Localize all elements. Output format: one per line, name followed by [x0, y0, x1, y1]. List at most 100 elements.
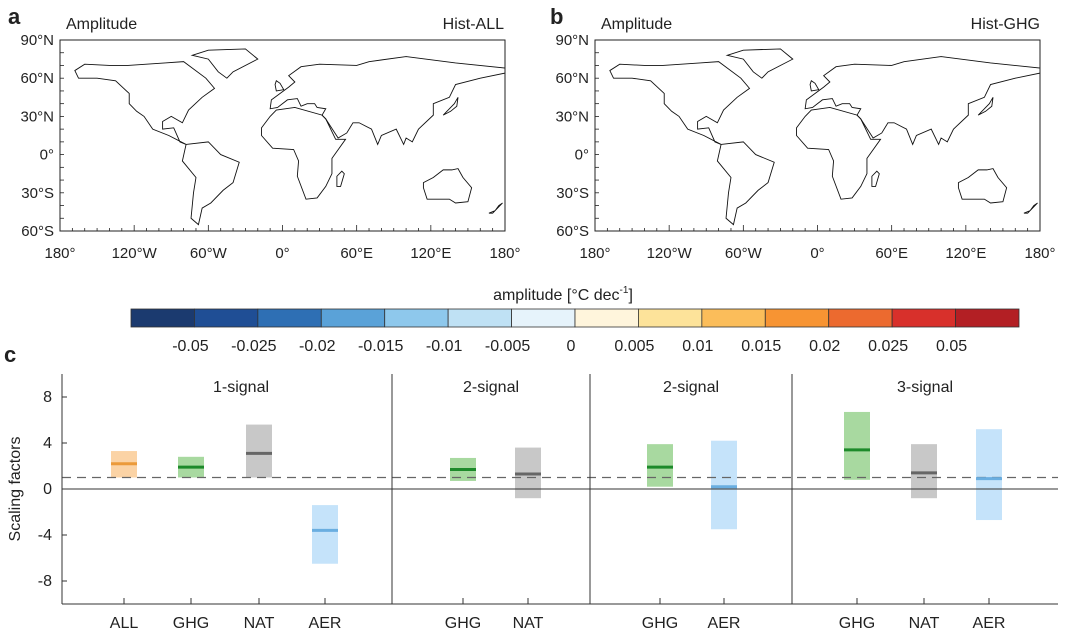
- y-tick-label: -4: [38, 527, 52, 544]
- colorbar-tick-label: -0.01: [426, 338, 463, 355]
- group-title: 1-signal: [213, 379, 269, 396]
- confidence-range-aer: [312, 505, 338, 564]
- coastline-north-america: [75, 62, 215, 145]
- x-tick-label: GHG: [839, 615, 875, 632]
- y-tick-label: -8: [38, 573, 52, 590]
- coastline-japan: [443, 97, 458, 115]
- lat-label: 30°N: [20, 108, 54, 125]
- coastline-south-america: [717, 142, 774, 225]
- coastline-new-zealand: [1024, 203, 1038, 213]
- coastline-uk: [810, 81, 819, 91]
- y-tick-label: 0: [43, 481, 52, 498]
- lon-label: 60°E: [340, 245, 373, 262]
- colorbar-swatch: [701, 308, 766, 328]
- lon-label: 120°W: [112, 245, 158, 262]
- map-panel-b: b Amplitude Hist-GHG 90°N 60°N 30°N 0° 30°S 6…: [550, 4, 1056, 262]
- coastline-madagascar: [337, 171, 344, 186]
- lat-label: 60°N: [20, 70, 54, 87]
- panel-title: Amplitude: [66, 16, 137, 33]
- colorbar-swatch: [130, 308, 195, 328]
- confidence-range-aer: [711, 440, 737, 530]
- lon-label: 0°: [810, 245, 824, 262]
- coastline-greenland: [727, 49, 793, 78]
- coastline-madagascar: [872, 171, 879, 186]
- colorbar-tick-label: 0.025: [868, 338, 908, 355]
- colorbar-swatch: [955, 308, 1020, 328]
- colorbar-swatch: [638, 308, 703, 328]
- map-frame-bg: [595, 40, 1040, 231]
- lat-label: 30°N: [555, 108, 589, 125]
- lat-label: 0°: [575, 147, 589, 164]
- y-tick-label: 8: [43, 389, 52, 406]
- panel-letter: c: [4, 342, 16, 367]
- coastline-greenland: [192, 49, 258, 78]
- confidence-range-ghg: [844, 411, 870, 480]
- colorbar-tick-label: 0.015: [741, 338, 781, 355]
- lat-label: 60°S: [21, 223, 54, 240]
- colorbar-swatch: [574, 308, 639, 328]
- colorbar-tick-label: 0: [567, 338, 576, 355]
- x-tick-label: GHG: [642, 615, 678, 632]
- lon-label: 180°: [1024, 245, 1055, 262]
- colorbar-swatch: [828, 308, 893, 328]
- coastline-australia: [958, 169, 1006, 203]
- x-tick-label: NAT: [909, 615, 940, 632]
- coastline-africa: [796, 107, 880, 199]
- lat-label: 30°S: [556, 185, 589, 202]
- lat-label: 90°N: [20, 32, 54, 49]
- x-tick-label: AER: [973, 615, 1006, 632]
- x-tick-label: GHG: [445, 615, 481, 632]
- panel-letter: b: [550, 4, 563, 29]
- lat-label: 90°N: [555, 32, 589, 49]
- group-title: 3-signal: [897, 379, 953, 396]
- colorbar-swatch: [384, 308, 449, 328]
- lon-label: 0°: [275, 245, 289, 262]
- x-tick-label: AER: [309, 615, 342, 632]
- colorbar-swatch: [194, 308, 259, 328]
- lat-label: 60°S: [556, 223, 589, 240]
- experiment-label: Hist-GHG: [971, 16, 1040, 33]
- lon-label: 60°E: [875, 245, 908, 262]
- confidence-range-nat: [911, 444, 937, 499]
- confidence-range-ghg: [647, 444, 673, 487]
- x-tick-label: GHG: [173, 615, 209, 632]
- scaling-factor-chart: c Scaling factors 1-signal 2-signal 2-sign…: [4, 342, 1058, 632]
- lon-label: 60°W: [190, 245, 228, 262]
- colorbar-tick-label: -0.025: [231, 338, 276, 355]
- lat-label: 0°: [40, 147, 54, 164]
- colorbar-swatch: [511, 308, 576, 328]
- coastline-new-zealand: [489, 203, 503, 213]
- panel-letter: a: [8, 4, 21, 29]
- colorbar-tick-label: -0.015: [358, 338, 403, 355]
- colorbar-tick-label: -0.05: [172, 338, 209, 355]
- lon-label: 120°W: [647, 245, 693, 262]
- lat-label: 60°N: [555, 70, 589, 87]
- coastline-uk: [275, 81, 284, 91]
- colorbar-swatch: [257, 308, 322, 328]
- colorbar-swatch: [447, 308, 512, 328]
- y-axis-label: Scaling factors: [7, 437, 24, 542]
- coastline-south-america: [182, 142, 239, 225]
- world-map: 90°N 60°N 30°N 0° 30°S 60°S 180° 120°W 60°W 0° 60°…: [20, 32, 520, 262]
- colorbar-tick-label: 0.01: [682, 338, 713, 355]
- world-map: 90°N 60°N 30°N 0° 30°S 60°S 180° 120°W 60°W 0° 60°…: [555, 32, 1055, 262]
- lon-label: 180°: [579, 245, 610, 262]
- coastline-eurasia: [805, 57, 1040, 145]
- lon-label: 120°E: [410, 245, 451, 262]
- colorbar-swatch: [320, 308, 386, 328]
- confidence-range-nat: [246, 424, 272, 478]
- coastline-eurasia: [270, 57, 505, 145]
- map-frame-bg: [60, 40, 505, 231]
- lon-label: 180°: [489, 245, 520, 262]
- confidence-range-aer: [976, 429, 1002, 521]
- coastline-north-america: [610, 62, 750, 145]
- panel-title: Amplitude: [601, 16, 672, 33]
- lon-label: 60°W: [725, 245, 763, 262]
- x-tick-label: NAT: [244, 615, 275, 632]
- colorbar-tick-label: 0.02: [809, 338, 840, 355]
- colorbar-tick-label: 0.005: [614, 338, 654, 355]
- y-tick-label: 4: [43, 435, 52, 452]
- colorbar-tick-label: -0.02: [299, 338, 336, 355]
- map-panel-a: a Amplitude Hist-ALL 90°N 60°N 30°N 0° 30°S 6…: [8, 4, 521, 262]
